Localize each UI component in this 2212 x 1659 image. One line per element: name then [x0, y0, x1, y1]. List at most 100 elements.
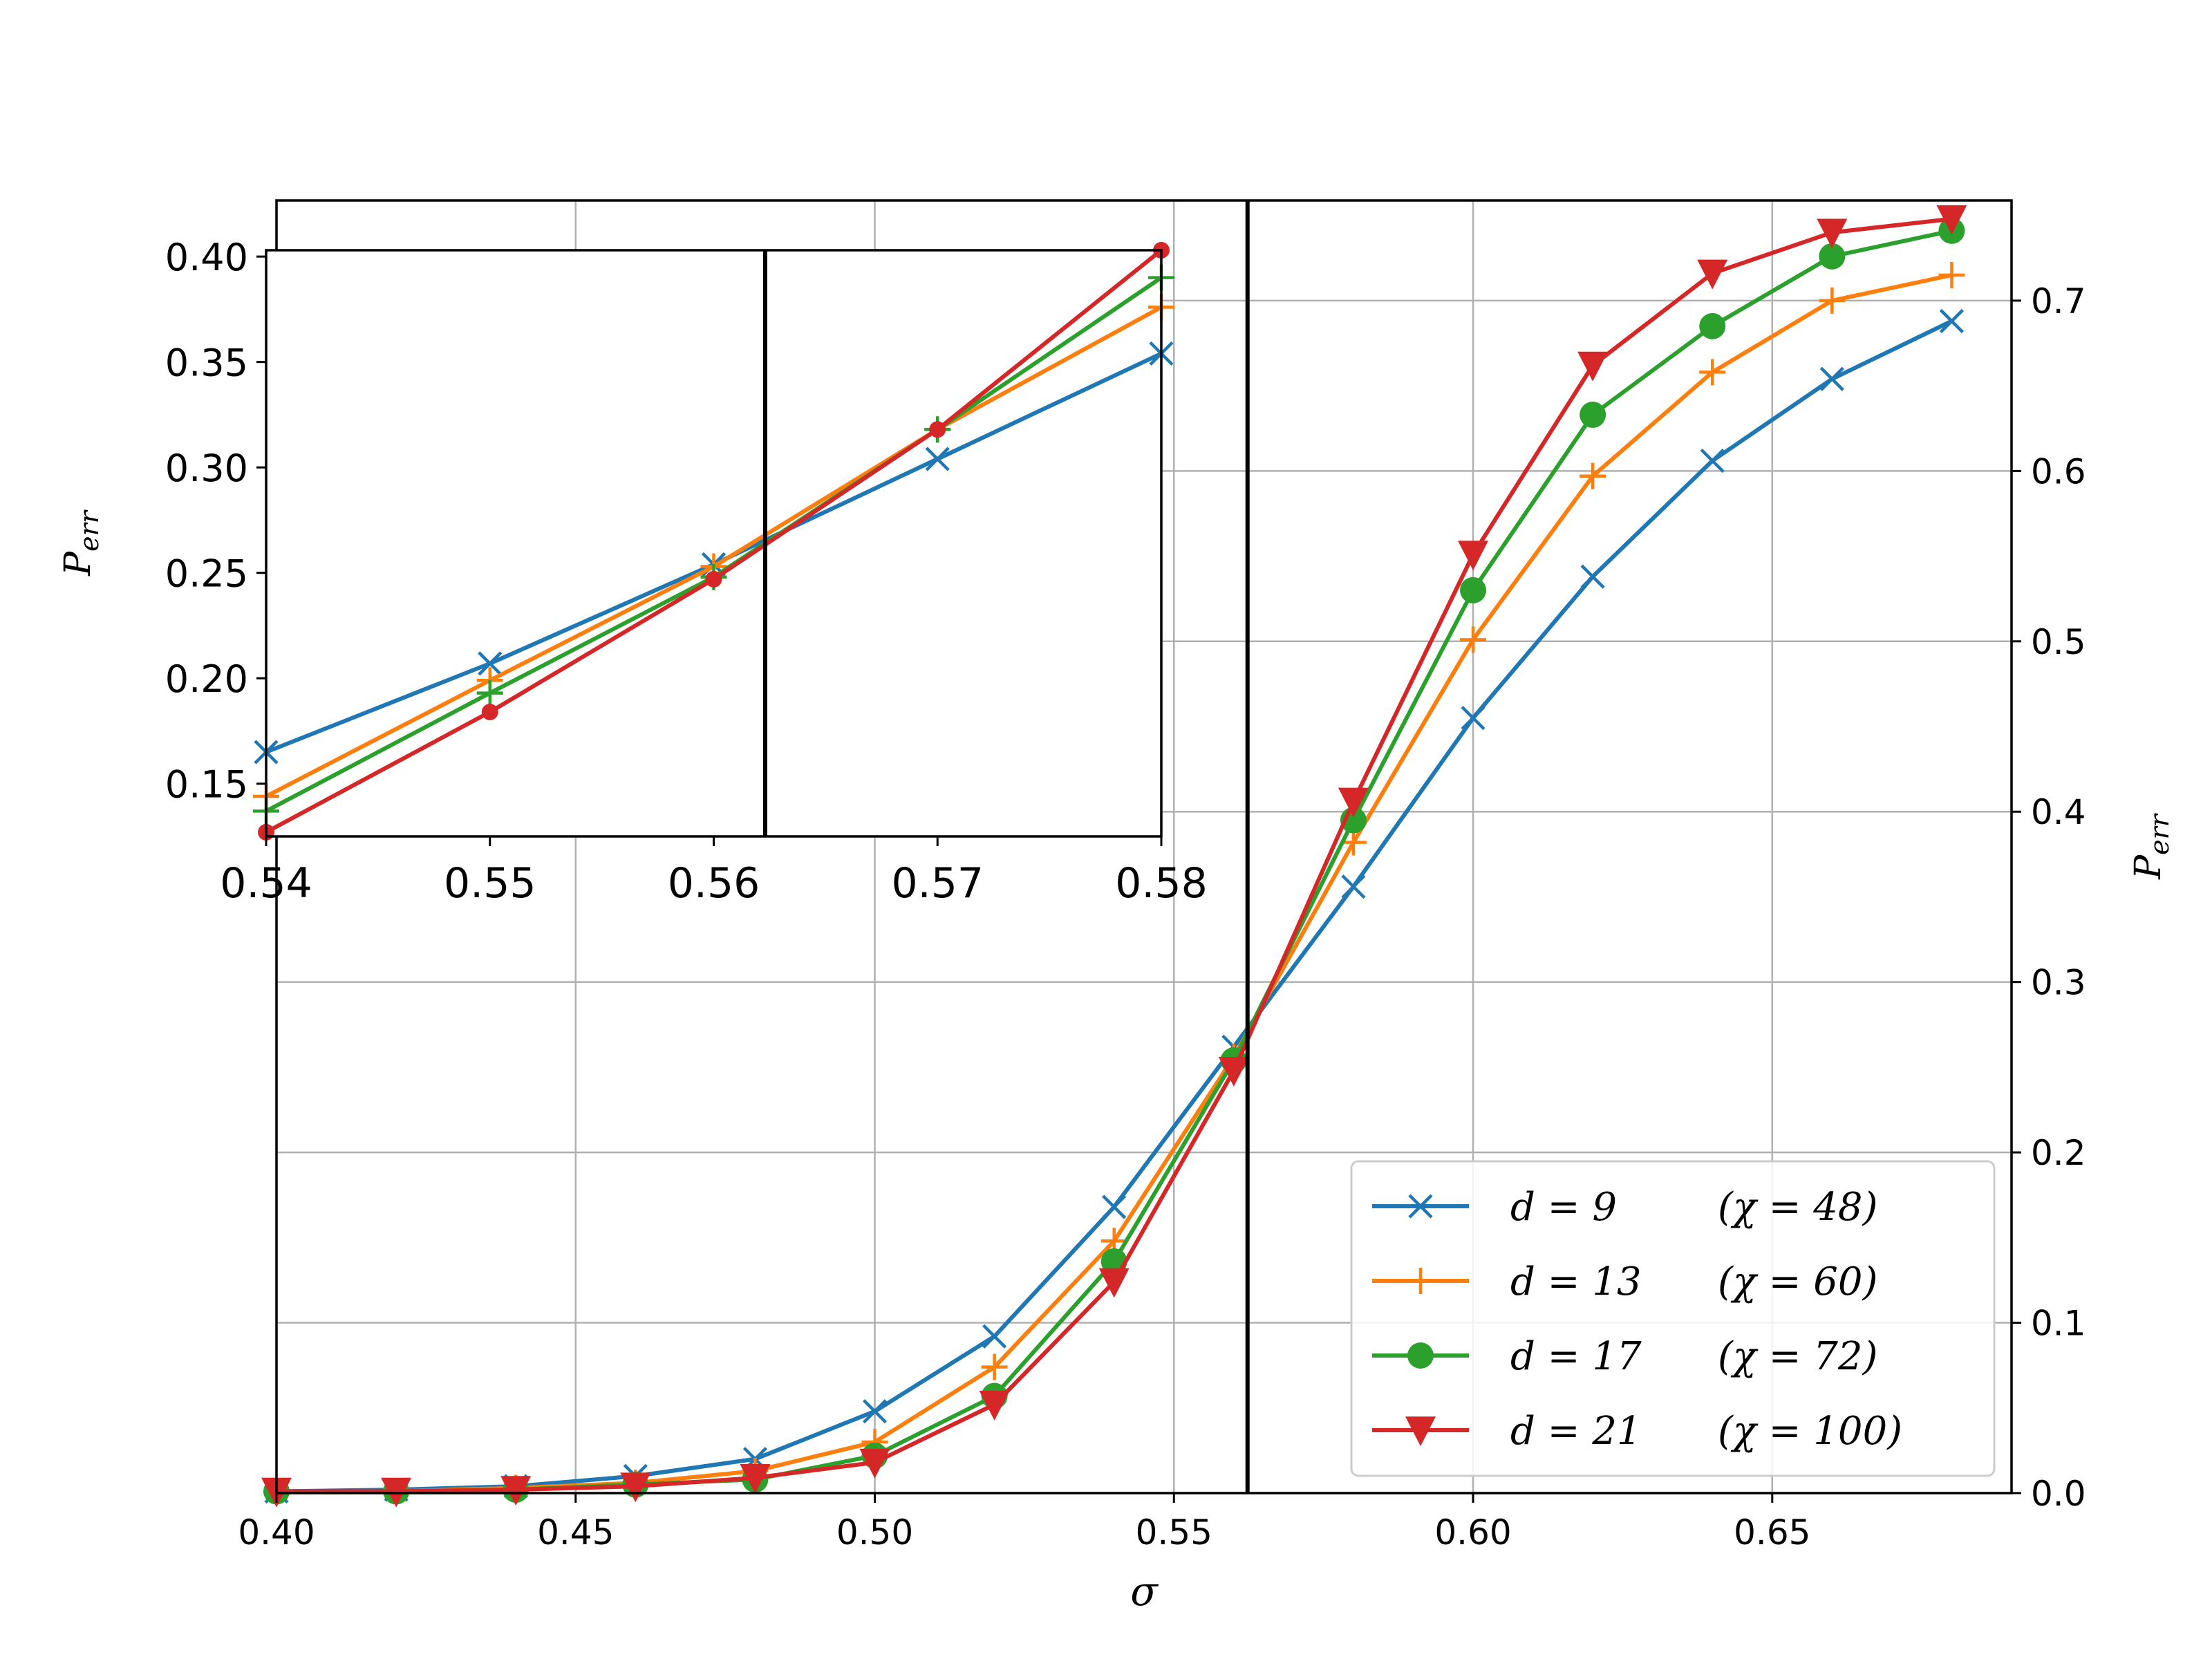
main-series-1-point-10 — [1460, 626, 1487, 653]
inset-series-0-point-1-stroke-b — [478, 651, 503, 676]
main-y-tick-label-0: 0.0 — [2031, 1474, 2086, 1514]
legend-entry-0: d = 9 (χ = 48) — [1372, 1185, 1877, 1230]
legend-box — [1350, 1160, 1996, 1477]
inset-series-3-point-1-dot — [481, 704, 498, 721]
main-y-tick-label-5: 0.5 — [2031, 622, 2086, 662]
inset-y-tick-label-4: 0.35 — [165, 341, 248, 385]
main-series-0-point-12 — [1700, 448, 1725, 474]
main-series-3-point-13 — [1817, 218, 1848, 249]
main-series-0-point-14 — [1939, 308, 1965, 334]
main-series-0-point-6-stroke-b — [982, 1324, 1007, 1349]
main-series-3-point-11-triangle — [1577, 351, 1609, 382]
inset-series-0-point-3-stroke-b — [925, 447, 950, 471]
main-series-3-point-2 — [500, 1476, 532, 1506]
main-series-0-point-12-stroke-b — [1700, 448, 1725, 474]
main-series-3-point-9-triangle — [1338, 787, 1369, 818]
main-series-1-point-13 — [1819, 287, 1846, 314]
inset-series-3-point-3 — [929, 421, 946, 438]
main-series-0-point-10 — [1461, 706, 1485, 731]
main-series-0-point-5-stroke-b — [862, 1399, 888, 1424]
legend-entry-2-marker-dot — [1407, 1342, 1434, 1369]
main-series-3-point-14-triangle — [1936, 205, 1967, 235]
inset-y-axis-label: Perr — [57, 509, 104, 577]
inset-series-3-point-2-dot — [705, 570, 722, 588]
legend-entry-2: d = 17 (χ = 72) — [1372, 1334, 1877, 1379]
main-y-axis-label: Perr — [2128, 812, 2175, 880]
main-series-3-point-12 — [1697, 259, 1728, 290]
legend-entry-2-label: d = 17 — [1510, 1334, 1642, 1379]
inset-x-tick-label-1: 0.55 — [444, 859, 536, 908]
main-series-2-point-10 — [1460, 577, 1487, 603]
inset-series-3-point-3-dot — [929, 421, 946, 438]
main-series-0-point-9 — [1341, 874, 1366, 899]
main-series-2-point-13-dot — [1819, 243, 1846, 270]
inset-chart: 0.54 0.55 0.56 0.57 0.58 0.15 0.20 0.25 0.30 0.3… — [57, 236, 1208, 908]
main-x-tick-label-1: 0.45 — [537, 1512, 614, 1553]
main-y-tick-label-1: 0.1 — [2031, 1304, 2086, 1344]
inset-x-tick-label-3: 0.57 — [891, 859, 984, 908]
main-series-3-point-7 — [1098, 1268, 1130, 1298]
main-series-3-point-8 — [1218, 1057, 1249, 1087]
main-series-0-point-13-stroke-b — [1819, 366, 1844, 391]
main-series-3-point-6-triangle — [979, 1391, 1010, 1421]
inset-x-axis-ticks: 0.54 0.55 0.56 0.57 0.58 — [220, 836, 1208, 908]
main-x-axis-ticks: 0.40 0.45 0.50 0.55 0.60 0.65 — [238, 1493, 1810, 1553]
main-y-tick-label-4: 0.4 — [2031, 792, 2086, 832]
main-series-0-point-7 — [1102, 1194, 1127, 1219]
main-y-tick-label-3: 0.3 — [2031, 963, 2086, 1003]
main-y-tick-label-7: 0.7 — [2031, 281, 2086, 321]
legend-entry-1-chi: (χ = 60) — [1718, 1259, 1877, 1304]
main-series-1-point-6 — [981, 1353, 1008, 1380]
main-y-axis-ticks: 0.0 0.1 0.2 0.3 0.4 0.5 0.6 0.7 — [2012, 281, 2086, 1514]
main-x-tick-label-5: 0.65 — [1734, 1512, 1810, 1553]
legend-entry-0-label: d = 9 — [1510, 1185, 1617, 1230]
main-series-1-point-11 — [1580, 462, 1606, 489]
inset-background — [266, 250, 1161, 836]
inset-y-tick-label-5: 0.40 — [165, 236, 248, 279]
legend-entry-3-chi: (χ = 100) — [1718, 1409, 1902, 1454]
main-series-3-point-10 — [1458, 541, 1489, 571]
legend-entry-2-marker — [1407, 1342, 1434, 1369]
main-series-2-point-11 — [1580, 402, 1606, 429]
legend-entry-1-marker — [1407, 1268, 1434, 1294]
main-chart: 0.40 0.45 0.50 0.55 0.60 0.65 0.0 0.1 0.2 0.3 0.4… — [238, 199, 2175, 1615]
main-series-0-point-6 — [982, 1324, 1007, 1349]
main-series-3-point-14 — [1936, 205, 1967, 235]
main-series-2-point-12 — [1699, 312, 1726, 339]
inset-y-axis-label-sub: err — [74, 509, 104, 552]
legend: d = 9 (χ = 48) d = 13 (χ = 60) d = 17 (χ = 72… — [1350, 1160, 1996, 1477]
main-series-1-point-14 — [1938, 261, 1965, 288]
main-x-tick-label-2: 0.50 — [836, 1512, 913, 1553]
main-series-3-point-13-triangle — [1817, 218, 1848, 249]
legend-entry-3-label: d = 21 — [1510, 1409, 1642, 1454]
legend-entry-3: d = 21 (χ = 100) — [1372, 1409, 1902, 1454]
main-series-0-point-11-stroke-b — [1580, 564, 1605, 589]
inset-series-3-point-1 — [481, 704, 498, 721]
inset-x-tick-label-4: 0.58 — [1115, 859, 1208, 908]
inset-series-2-point-1 — [476, 679, 503, 706]
legend-entry-0-chi: (χ = 48) — [1718, 1185, 1877, 1230]
main-series-3-point-2-triangle — [500, 1476, 532, 1506]
main-series-3-point-4-triangle — [740, 1464, 771, 1494]
main-series-1-point-12 — [1699, 359, 1726, 386]
main-series-3-point-3 — [620, 1472, 651, 1503]
legend-entry-3-marker-triangle — [1405, 1416, 1436, 1447]
main-series-2-point-12-dot — [1699, 312, 1726, 339]
main-x-tick-label-0: 0.40 — [238, 1512, 315, 1553]
main-x-tick-label-4: 0.60 — [1434, 1512, 1511, 1553]
inset-y-tick-label-0: 0.15 — [165, 763, 248, 807]
main-series-0-point-14-stroke-b — [1939, 308, 1965, 334]
legend-entry-1-label: d = 13 — [1510, 1259, 1642, 1304]
inset-y-axis-label-main: P — [57, 551, 99, 577]
inset-x-tick-label-0: 0.54 — [220, 859, 312, 908]
inset-series-3-point-2 — [705, 570, 722, 588]
main-x-axis-label: σ — [1130, 1568, 1159, 1615]
main-series-2-point-10-dot — [1460, 577, 1487, 603]
legend-entry-0-marker — [1408, 1194, 1433, 1219]
inset-series-0-point-3 — [925, 447, 950, 471]
inset-series-3 — [258, 242, 1170, 841]
main-plot-frame — [275, 199, 2013, 1494]
legend-entry-1: d = 13 (χ = 60) — [1372, 1259, 1877, 1304]
main-series-3-point-3-triangle — [620, 1472, 651, 1503]
